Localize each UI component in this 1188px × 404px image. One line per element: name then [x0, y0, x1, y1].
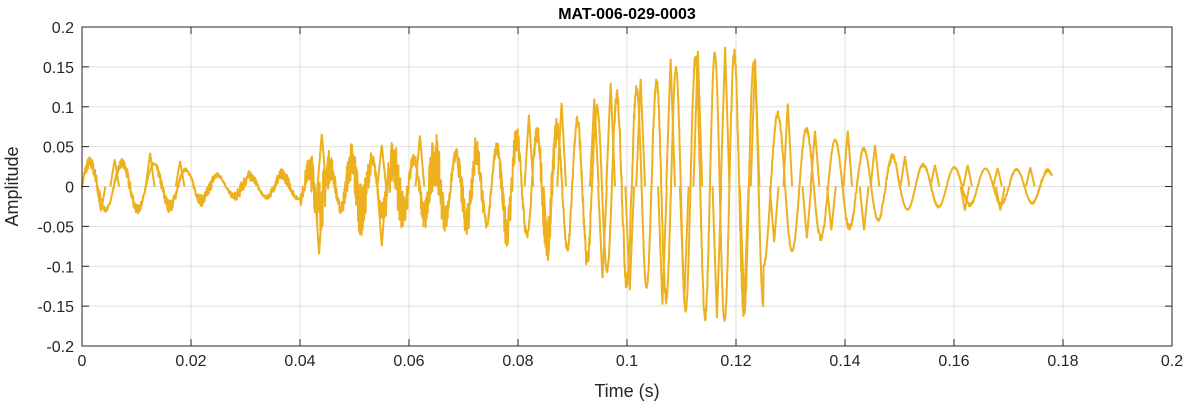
y-tick-label: 0.05 — [43, 140, 74, 157]
x-tick-label: 0.02 — [175, 353, 206, 370]
signal-peak — [678, 186, 690, 303]
signal-peak — [597, 186, 608, 279]
signal-peak — [316, 133, 328, 187]
plot-area — [81, 46, 1053, 322]
y-tick-label: -0.2 — [46, 339, 74, 356]
signal-peak — [1024, 167, 1036, 187]
x-tick-label: 0.16 — [938, 353, 969, 370]
signal-peak — [842, 130, 854, 187]
signal-peak — [556, 102, 567, 187]
signal-peak — [711, 186, 723, 319]
y-tick-label: -0.05 — [38, 219, 75, 236]
x-tick-label: 0.04 — [284, 353, 315, 370]
signal-peak — [994, 186, 1006, 211]
x-tick-label: 0.2 — [1161, 353, 1183, 370]
signal-peak — [929, 164, 941, 187]
y-tick-label: -0.1 — [46, 259, 74, 276]
signal-peak — [899, 156, 911, 187]
signal-peak — [801, 186, 813, 239]
y-tick-label: 0.2 — [52, 20, 74, 37]
signal-peak — [523, 114, 535, 187]
signal-peak — [809, 130, 821, 187]
signal-peak — [858, 186, 870, 231]
signal-peak — [376, 186, 388, 247]
y-tick-label: -0.15 — [38, 299, 75, 316]
signal-peak — [738, 186, 750, 307]
signal-peak — [782, 103, 794, 187]
y-tick-label: 0.1 — [52, 100, 74, 117]
signal-peak — [588, 98, 600, 187]
tick-marks — [81, 26, 1173, 347]
signal-peak — [768, 186, 780, 243]
signal-peak — [719, 46, 731, 187]
signal-peak — [542, 186, 554, 261]
signal-peak — [144, 152, 156, 187]
signal-peak — [749, 58, 761, 187]
signal-peak — [992, 167, 1003, 187]
y-tick-labels: 0.2 0.15 0.1 0.05 0 -0.05 -0.1 -0.15 -0.2 — [38, 20, 75, 356]
y-axis-label: Amplitude — [2, 146, 22, 226]
signal-peak — [174, 160, 186, 187]
signal-peak — [962, 164, 973, 187]
x-tick-label: 0.14 — [829, 353, 860, 370]
signal-peak — [657, 186, 668, 305]
chart-title: MAT-006-029-0003 — [558, 6, 696, 23]
signal-peak — [313, 186, 325, 255]
y-tick-label: 0.15 — [43, 60, 74, 77]
signal-peak — [624, 186, 636, 291]
signal-peak — [109, 159, 121, 187]
y-tick-label: 0 — [65, 180, 74, 197]
x-tick-labels: 0 0.02 0.04 0.06 0.08 0.1 0.12 0.14 0.16 0.18 0.2 — [78, 353, 1184, 370]
signal-peak — [376, 144, 388, 187]
x-tick-label: 0.1 — [616, 353, 638, 370]
signal-peak — [95, 186, 107, 212]
signal-peak — [665, 58, 676, 187]
x-tick-label: 0.06 — [393, 353, 424, 370]
signal-peak — [959, 186, 971, 211]
signal-peak — [414, 135, 426, 187]
signal-peak — [605, 82, 617, 187]
x-tick-label: 0.08 — [502, 353, 533, 370]
signal-peak — [692, 50, 704, 187]
signal-peak — [869, 144, 881, 187]
x-tick-label: 0 — [78, 353, 87, 370]
signal-peak — [635, 78, 646, 187]
signal-peak — [826, 186, 837, 231]
x-axis-label: Time (s) — [594, 381, 659, 401]
x-tick-label: 0.12 — [720, 353, 751, 370]
signal-line — [81, 48, 1053, 322]
x-tick-label: 0.18 — [1047, 353, 1078, 370]
